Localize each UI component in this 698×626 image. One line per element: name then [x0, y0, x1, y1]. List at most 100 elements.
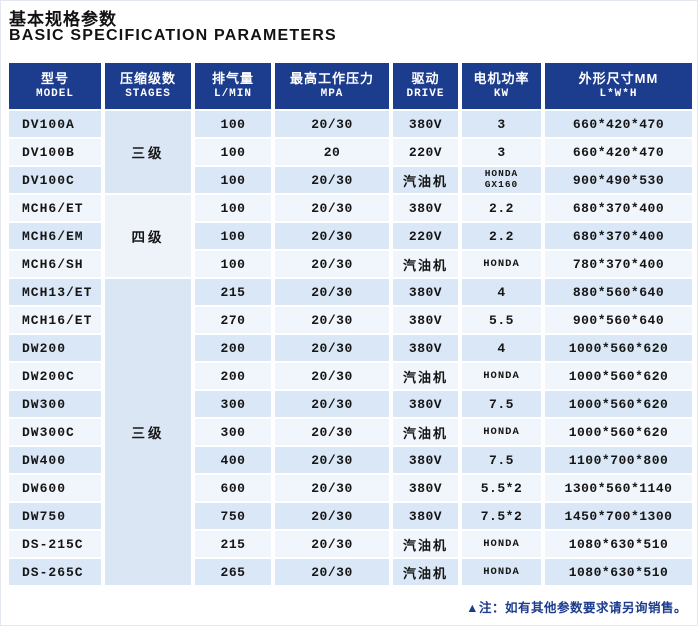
cell-mpa: 20/30 — [275, 195, 389, 221]
cell-model: DS-215C — [9, 531, 101, 557]
cell-kw: 7.5 — [462, 391, 541, 417]
cell-model: MCH13/ET — [9, 279, 101, 305]
cell-kw: 3 — [462, 111, 541, 137]
cell-mpa: 20/30 — [275, 335, 389, 361]
cell-model: DW200C — [9, 363, 101, 389]
column-header-zh: 型号 — [40, 70, 69, 86]
cell-mpa: 20 — [275, 139, 389, 165]
cell-mpa: 20/30 — [275, 531, 389, 557]
cell-lmin: 100 — [195, 251, 271, 277]
cell-kw: 7.5 — [462, 447, 541, 473]
cell-drive: 汽油机 — [393, 363, 458, 389]
cell-kw: HONDA — [462, 531, 541, 557]
cell-drive: 380V — [393, 195, 458, 221]
footnote: ▲注：如有其他参数要求请另询销售。 — [466, 601, 687, 615]
cell-lmin: 100 — [195, 111, 271, 137]
cell-kw: HONDA — [462, 419, 541, 445]
cell-stages-merged: 三级 — [105, 111, 191, 193]
column-header-mpa: 最高工作压力 MPA — [275, 63, 389, 109]
cell-mpa: 20/30 — [275, 419, 389, 445]
column-header-zh: 排气量 — [211, 70, 254, 86]
column-header-zh: 压缩级数 — [119, 70, 176, 86]
page-title-zh: 基本规格参数 — [9, 10, 117, 29]
cell-kw: 2.2 — [462, 195, 541, 221]
column-header-zh: 驱动 — [411, 70, 440, 86]
cell-kw: 5.5 — [462, 307, 541, 333]
cell-dims: 1000*560*620 — [545, 419, 692, 445]
cell-model: DW400 — [9, 447, 101, 473]
cell-drive: 380V — [393, 279, 458, 305]
cell-mpa: 20/30 — [275, 307, 389, 333]
cell-stages-merged: 四级 — [105, 195, 191, 277]
cell-dims: 900*560*640 — [545, 307, 692, 333]
cell-model: DV100A — [9, 111, 101, 137]
cell-dims: 660*420*470 — [545, 111, 692, 137]
column-header-lmin: 排气量 L/MIN — [195, 63, 271, 109]
cell-dims: 1000*560*620 — [545, 363, 692, 389]
column-header-dims: 外形尺寸MM L*W*H — [545, 63, 692, 109]
cell-model: DV100B — [9, 139, 101, 165]
cell-mpa: 20/30 — [275, 559, 389, 585]
column-header-stages: 压缩级数 STAGES — [105, 63, 191, 109]
column-header-en: MODEL — [35, 87, 74, 100]
cell-dims: 680*370*400 — [545, 223, 692, 249]
cell-dims: 1000*560*620 — [545, 391, 692, 417]
column-header-en: L*W*H — [599, 87, 638, 100]
cell-drive: 380V — [393, 447, 458, 473]
cell-dims: 1300*560*1140 — [545, 475, 692, 501]
cell-kw: HONDA — [462, 363, 541, 389]
cell-drive: 汽油机 — [393, 251, 458, 277]
cell-mpa: 20/30 — [275, 223, 389, 249]
cell-model: DW750 — [9, 503, 101, 529]
cell-lmin: 100 — [195, 195, 271, 221]
cell-model: DS-265C — [9, 559, 101, 585]
cell-lmin: 200 — [195, 335, 271, 361]
cell-model: DW300C — [9, 419, 101, 445]
cell-drive: 380V — [393, 391, 458, 417]
cell-model: MCH6/EM — [9, 223, 101, 249]
column-header-drive: 驱动 DRIVE — [393, 63, 458, 109]
cell-drive: 220V — [393, 139, 458, 165]
cell-kw: 4 — [462, 335, 541, 361]
cell-dims: 880*560*640 — [545, 279, 692, 305]
cell-mpa: 20/30 — [275, 167, 389, 193]
cell-lmin: 100 — [195, 139, 271, 165]
cell-lmin: 270 — [195, 307, 271, 333]
cell-lmin: 200 — [195, 363, 271, 389]
cell-kw: HONDA — [462, 559, 541, 585]
cell-lmin: 300 — [195, 419, 271, 445]
column-header-model: 型号 MODEL — [9, 63, 101, 109]
cell-mpa: 20/30 — [275, 363, 389, 389]
cell-drive: 380V — [393, 335, 458, 361]
cell-drive: 汽油机 — [393, 167, 458, 193]
column-header-zh: 电机功率 — [473, 70, 530, 86]
cell-lmin: 100 — [195, 167, 271, 193]
cell-stages-merged: 三级 — [105, 279, 191, 585]
column-header-en: MPA — [320, 87, 344, 100]
cell-lmin: 215 — [195, 531, 271, 557]
column-header-zh: 外形尺寸MM — [578, 70, 659, 86]
cell-mpa: 20/30 — [275, 503, 389, 529]
cell-model: MCH6/ET — [9, 195, 101, 221]
cell-lmin: 600 — [195, 475, 271, 501]
cell-lmin: 750 — [195, 503, 271, 529]
cell-model: DV100C — [9, 167, 101, 193]
cell-model: MCH16/ET — [9, 307, 101, 333]
cell-dims: 680*370*400 — [545, 195, 692, 221]
cell-drive: 380V — [393, 503, 458, 529]
kw-line: HONDA — [484, 168, 519, 180]
cell-mpa: 20/30 — [275, 475, 389, 501]
cell-kw: 3 — [462, 139, 541, 165]
cell-model: DW200 — [9, 335, 101, 361]
column-header-zh: 最高工作压力 — [289, 70, 374, 86]
cell-drive: 汽油机 — [393, 531, 458, 557]
cell-lmin: 300 — [195, 391, 271, 417]
cell-dims: 780*370*400 — [545, 251, 692, 277]
cell-dims: 660*420*470 — [545, 139, 692, 165]
kw-line: GX160 — [484, 179, 519, 190]
cell-dims: 1100*700*800 — [545, 447, 692, 473]
cell-kw: 4 — [462, 279, 541, 305]
column-header-en: L/MIN — [213, 87, 252, 100]
cell-kw: 2.2 — [462, 223, 541, 249]
